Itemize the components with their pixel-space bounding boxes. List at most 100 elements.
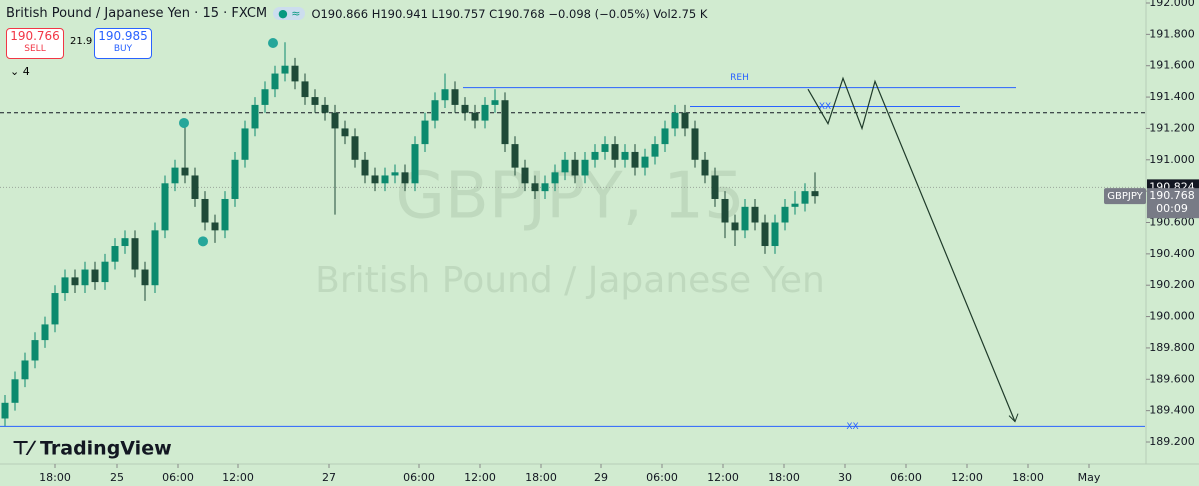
candle-body [491,100,499,105]
x-tick-label: 06:00 [646,471,678,484]
candle-body [701,159,709,176]
countdown: 00:09 [1156,202,1188,215]
x-tick-label: May [1078,471,1101,484]
pivot [268,37,278,48]
candle-body [781,206,789,223]
candle-body [791,203,799,207]
last-price-tag [1147,188,1199,219]
candle-body [151,230,159,286]
candle-body [451,89,459,105]
candle-body [321,104,329,113]
candle-body [351,136,359,160]
candle-body [501,100,509,145]
candle-body [31,340,39,361]
sell-label: SELL [24,44,46,54]
buy-button[interactable]: 190.985 BUY [94,28,152,59]
candle-body [41,324,49,341]
candle-body [521,167,529,184]
candle-body [131,238,139,270]
level-label: XX [819,102,831,112]
x-tick-label: 12:00 [707,471,739,484]
x-tick-label: 06:00 [162,471,194,484]
x-tick-label: 12:00 [951,471,983,484]
y-tick-label: 189.200 [1149,435,1195,448]
candle-body [231,159,239,199]
candle-body [21,360,29,380]
candle-body [251,104,259,129]
watermark-symbol: GBPJPY, 15 [395,160,744,234]
candle-body [171,167,179,184]
candle-body [121,238,129,247]
pivot [179,117,189,128]
candle-body [91,269,99,283]
candle-body [411,144,419,184]
y-tick-label: 191.800 [1149,27,1195,40]
status: ● ≈ [273,7,306,20]
candle-body [191,175,199,199]
candle-body [371,175,379,184]
candle-body [461,104,469,113]
candle-body [341,128,349,137]
ohlc: O190.866 H190.941 L190.757 C190.768 −0.0… [311,6,708,21]
candle-body [561,159,569,173]
x-tick-label: 12:00 [222,471,254,484]
pivot [198,236,208,247]
watermark-name: British Pound / Japanese Yen [315,260,825,301]
candle-body [301,81,309,98]
x-tick-label: 06:00 [403,471,435,484]
indicators-toggle[interactable]: ⌄ 4 [10,65,30,78]
y-tick-label: 189.800 [1149,341,1195,354]
candle-body [591,151,599,160]
last-price-label: 190.768 [1149,189,1195,202]
candle-body [11,379,19,403]
candle-body [211,222,219,231]
candle-body [421,120,429,145]
y-tick-label: 189.600 [1149,372,1195,385]
sell-button[interactable]: 190.766 SELL [6,28,64,59]
logo-text: TradingView [40,438,172,460]
x-tick-label: 30 [838,471,852,484]
symbol-tag [1104,188,1146,205]
candle-body [441,89,449,101]
spread: 21.9 [70,36,93,47]
candle-body [111,246,119,262]
y-tick-label: 191.400 [1149,90,1195,103]
y-tick-label: 190.400 [1149,247,1195,260]
candle-body [401,172,409,184]
candle-body [741,206,749,231]
candle-body [681,112,689,129]
buy-label: BUY [113,44,133,54]
candle-body [1,402,9,419]
candle-body [471,112,479,121]
candle-body [101,261,109,283]
candle-body [651,144,659,157]
candle-body [51,293,59,325]
candle-body [311,97,319,105]
level-label: XX [846,422,858,432]
y-tick-label: 190.600 [1149,216,1195,229]
y-tick-label: 191.200 [1149,121,1195,134]
candle-body [361,159,369,176]
indicators-count: 4 [22,65,30,78]
candle-body [761,222,769,247]
header: British Pound / Japanese Yen · 15 · FXCM… [6,6,707,21]
candle-body [261,89,269,105]
x-tick-label: 27 [322,471,336,484]
candle-body [571,159,579,176]
candle-body [61,277,69,294]
candle-body [71,277,79,286]
x-tick-label: 18:00 [768,471,800,484]
candle-body [511,144,519,168]
candle-body [641,156,649,168]
candle-body [221,198,229,231]
sell-price: 190.766 [10,29,60,43]
symbol-title[interactable]: British Pound / Japanese Yen · 15 · FXCM [6,6,268,21]
candle-body [801,191,809,204]
y-tick-label: 189.400 [1149,404,1195,417]
level-label: REH [730,73,749,83]
x-tick-label: 12:00 [464,471,496,484]
candle-body [81,269,89,286]
